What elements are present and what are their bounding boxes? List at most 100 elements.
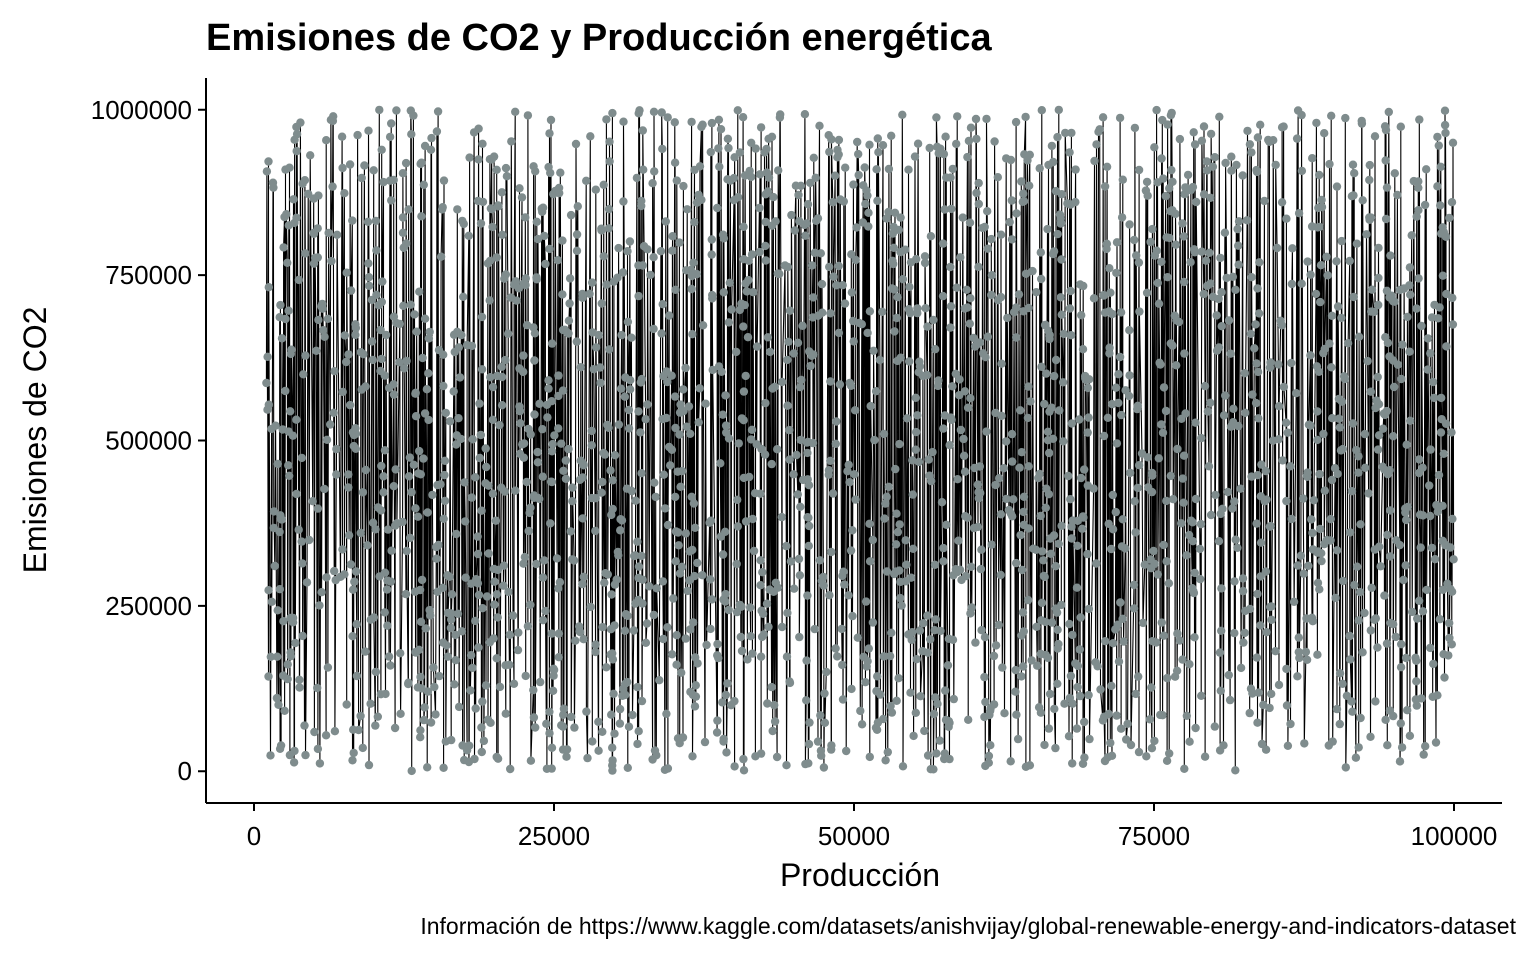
data-point: [547, 397, 556, 406]
data-point: [1414, 274, 1423, 283]
data-point: [691, 692, 701, 701]
data-point: [1287, 279, 1297, 289]
data-point: [1019, 189, 1028, 198]
data-point: [772, 752, 782, 762]
data-point: [292, 129, 302, 139]
data-point: [973, 522, 983, 532]
data-point: [792, 450, 801, 460]
data-point: [1049, 247, 1059, 256]
data-point: [989, 700, 999, 709]
data-point: [706, 516, 716, 525]
data-point: [1348, 160, 1358, 169]
data-point: [420, 703, 429, 712]
data-point: [631, 551, 640, 560]
data-point: [1371, 697, 1380, 706]
data-point: [1341, 113, 1350, 123]
data-point: [321, 731, 331, 740]
data-point: [410, 310, 419, 319]
data-point: [736, 632, 745, 642]
data-point: [337, 132, 347, 141]
data-point: [348, 216, 357, 225]
data-point: [681, 363, 690, 373]
data-point: [856, 706, 865, 716]
data-point: [815, 121, 824, 130]
data-point: [273, 459, 282, 469]
data-point: [688, 752, 697, 761]
data-point: [891, 540, 901, 549]
data-point: [348, 756, 357, 765]
data-point: [764, 622, 773, 631]
data-point: [1163, 120, 1172, 129]
data-point: [1220, 228, 1230, 237]
data-point: [1440, 120, 1450, 130]
data-point: [1438, 501, 1447, 510]
data-point: [1047, 618, 1057, 627]
data-point: [1423, 365, 1432, 374]
data-point: [672, 631, 681, 640]
data-point: [1253, 471, 1262, 480]
data-point: [697, 195, 706, 204]
data-point: [497, 401, 507, 410]
data-point: [497, 372, 507, 382]
data-point: [1217, 322, 1226, 331]
data-point: [1153, 570, 1163, 579]
data-point: [308, 497, 317, 506]
data-point: [1053, 625, 1062, 634]
data-point: [1205, 248, 1214, 257]
data-point: [595, 363, 605, 372]
data-point: [872, 725, 882, 734]
data-point: [530, 356, 539, 365]
data-point: [519, 367, 528, 377]
data-point: [504, 587, 513, 597]
data-point: [1327, 111, 1336, 121]
data-point: [1390, 169, 1400, 178]
data-point: [1319, 429, 1328, 439]
data-point: [669, 594, 678, 603]
data-point: [886, 701, 895, 711]
data-point: [806, 361, 815, 371]
data-point: [1337, 397, 1347, 406]
data-point: [1228, 504, 1237, 513]
data-point: [1068, 699, 1077, 708]
data-point: [468, 435, 477, 444]
data-point: [1429, 659, 1438, 669]
data-point: [1191, 418, 1200, 427]
data-point: [819, 572, 828, 582]
data-point: [564, 316, 574, 325]
data-point: [1024, 462, 1033, 471]
data-point: [712, 728, 722, 737]
data-point: [983, 207, 992, 216]
data-point: [513, 645, 523, 655]
data-point: [452, 440, 461, 449]
data-point: [602, 115, 611, 124]
data-point: [512, 296, 521, 305]
data-point: [1025, 150, 1035, 159]
data-point: [949, 694, 958, 704]
data-point: [521, 280, 530, 290]
data-point: [1006, 155, 1016, 165]
data-point: [1308, 617, 1318, 626]
data-point: [633, 537, 642, 546]
data-point: [965, 319, 974, 328]
data-point: [943, 661, 953, 670]
data-point: [756, 489, 765, 498]
data-point: [878, 141, 888, 150]
data-point: [895, 439, 904, 449]
data-point: [889, 243, 898, 252]
data-point: [366, 699, 375, 708]
data-point: [658, 144, 667, 154]
data-point: [1240, 628, 1249, 638]
data-point: [344, 470, 353, 479]
data-point: [667, 445, 677, 454]
data-point: [987, 234, 996, 244]
data-point: [1274, 402, 1284, 411]
data-point: [671, 423, 680, 433]
data-point: [1173, 444, 1182, 454]
data-point: [356, 528, 365, 538]
data-point: [661, 217, 670, 226]
data-point: [377, 145, 386, 154]
data-point: [656, 247, 666, 256]
data-point: [809, 293, 818, 302]
data-point: [1440, 106, 1450, 115]
data-point: [1154, 299, 1164, 308]
